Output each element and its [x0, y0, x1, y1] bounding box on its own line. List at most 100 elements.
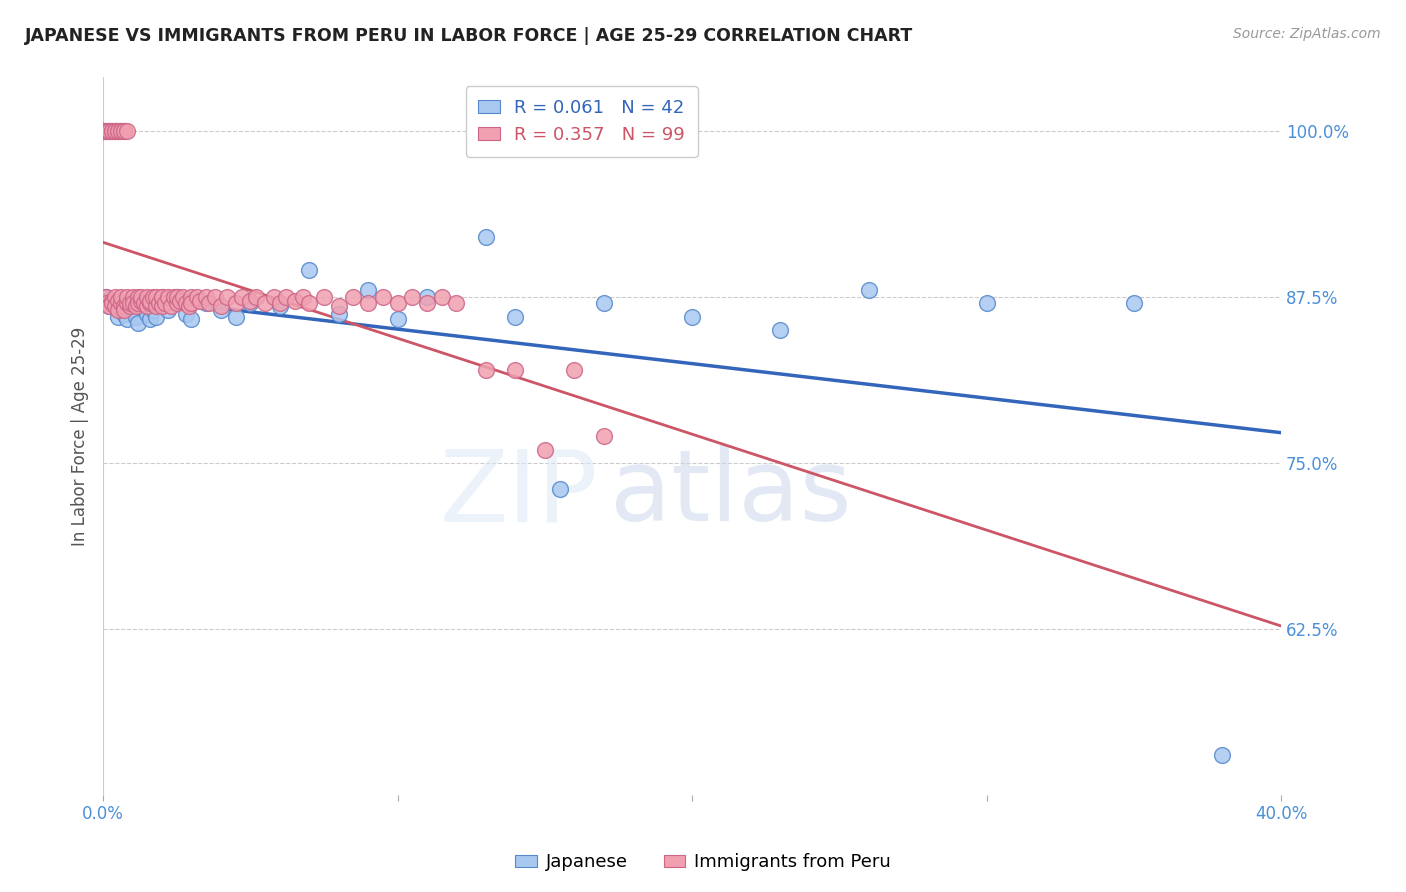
Point	[371, 290, 394, 304]
Text: ZIP: ZIP	[440, 445, 598, 542]
Point	[94, 123, 117, 137]
Point	[101, 296, 124, 310]
Point	[166, 290, 188, 304]
Point	[142, 290, 165, 304]
Point	[505, 310, 527, 324]
Point	[112, 123, 135, 137]
Point	[177, 299, 200, 313]
Point	[562, 363, 585, 377]
Point	[195, 290, 218, 304]
Point	[274, 290, 297, 304]
Point	[145, 299, 167, 313]
Point	[172, 290, 194, 304]
Point	[160, 299, 183, 313]
Point	[592, 429, 614, 443]
Point	[91, 123, 114, 137]
Point	[112, 303, 135, 318]
Point	[124, 310, 146, 324]
Y-axis label: In Labor Force | Age 25-29: In Labor Force | Age 25-29	[72, 326, 89, 546]
Point	[98, 299, 121, 313]
Point	[104, 123, 127, 137]
Point	[446, 296, 468, 310]
Point	[131, 299, 153, 313]
Point	[134, 296, 156, 310]
Point	[107, 123, 129, 137]
Point	[139, 296, 162, 310]
Point	[115, 290, 138, 304]
Point	[225, 296, 247, 310]
Point	[101, 123, 124, 137]
Point	[110, 123, 132, 137]
Point	[148, 296, 170, 310]
Point	[104, 299, 127, 313]
Point	[112, 307, 135, 321]
Point	[163, 290, 186, 304]
Point	[150, 290, 173, 304]
Point	[209, 303, 232, 318]
Point	[104, 296, 127, 310]
Point	[98, 123, 121, 137]
Point	[254, 296, 277, 310]
Point	[115, 123, 138, 137]
Point	[131, 290, 153, 304]
Point	[292, 290, 315, 304]
Point	[976, 296, 998, 310]
Point	[328, 299, 350, 313]
Point	[592, 296, 614, 310]
Text: JAPANESE VS IMMIGRANTS FROM PERU IN LABOR FORCE | AGE 25-29 CORRELATION CHART: JAPANESE VS IMMIGRANTS FROM PERU IN LABO…	[25, 27, 914, 45]
Point	[150, 299, 173, 313]
Point	[107, 123, 129, 137]
Point	[174, 307, 197, 321]
Point	[110, 303, 132, 318]
Point	[101, 123, 124, 137]
Point	[416, 296, 439, 310]
Point	[174, 296, 197, 310]
Point	[110, 123, 132, 137]
Point	[342, 290, 364, 304]
Point	[475, 363, 498, 377]
Point	[153, 296, 176, 310]
Text: Source: ZipAtlas.com: Source: ZipAtlas.com	[1233, 27, 1381, 41]
Point	[107, 293, 129, 308]
Point	[198, 296, 221, 310]
Point	[124, 299, 146, 313]
Point	[121, 296, 143, 310]
Point	[121, 303, 143, 318]
Point	[188, 293, 211, 308]
Point	[1211, 748, 1233, 763]
Point	[298, 296, 321, 310]
Point	[263, 290, 285, 304]
Point	[127, 290, 149, 304]
Point	[231, 290, 253, 304]
Point	[357, 283, 380, 297]
Point	[387, 296, 409, 310]
Point	[156, 290, 179, 304]
Point	[245, 290, 267, 304]
Point	[769, 323, 792, 337]
Point	[94, 290, 117, 304]
Point	[401, 290, 423, 304]
Point	[110, 290, 132, 304]
Point	[101, 293, 124, 308]
Point	[139, 293, 162, 308]
Point	[209, 299, 232, 313]
Point	[94, 123, 117, 137]
Point	[180, 290, 202, 304]
Point	[91, 123, 114, 137]
Point	[94, 296, 117, 310]
Point	[136, 307, 159, 321]
Point	[112, 299, 135, 313]
Point	[145, 290, 167, 304]
Legend: Japanese, Immigrants from Peru: Japanese, Immigrants from Peru	[508, 847, 898, 879]
Point	[136, 299, 159, 313]
Point	[225, 310, 247, 324]
Point	[127, 316, 149, 330]
Point	[298, 263, 321, 277]
Point	[112, 123, 135, 137]
Point	[150, 296, 173, 310]
Point	[107, 310, 129, 324]
Point	[195, 296, 218, 310]
Point	[98, 299, 121, 313]
Point	[269, 296, 291, 310]
Point	[145, 310, 167, 324]
